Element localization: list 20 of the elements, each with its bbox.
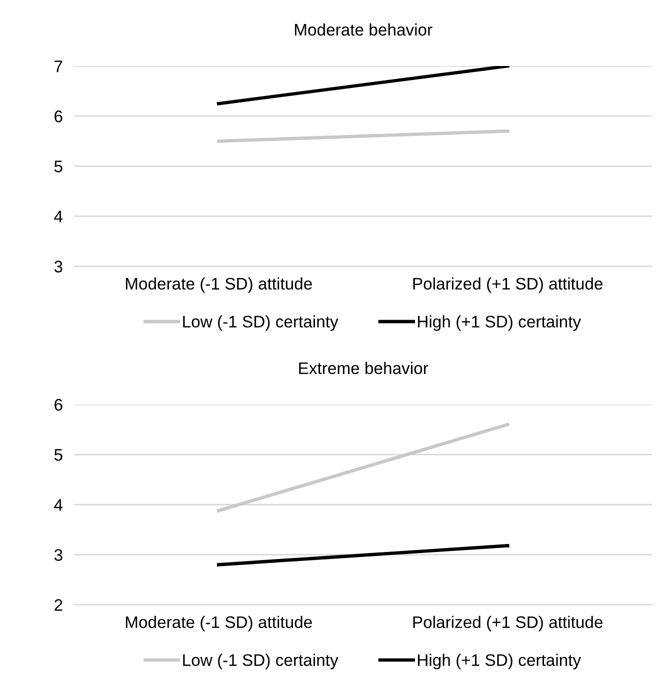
y-tick-label: 7 (54, 60, 62, 72)
y-tick-label: 6 (54, 110, 62, 122)
x-tick-label: Polarized (+1 SD) attitude (413, 616, 602, 632)
y-tick-label: 2 (54, 599, 62, 611)
y-tick-label: 5 (54, 160, 62, 172)
x-tick-label: Polarized (+1 SD) attitude (413, 277, 602, 293)
x-tick-label: Moderate (-1 SD) attitude (126, 277, 312, 293)
legend-label: High (+1 SD) certainty (418, 315, 582, 331)
legend-label: Low (-1 SD) certainty (183, 654, 338, 670)
y-tick-label: 3 (54, 549, 62, 561)
chart-title: Extreme behavior (299, 362, 428, 374)
y-tick-label: 6 (54, 398, 62, 411)
y-tick-label: 4 (54, 499, 63, 511)
legend-label: High (+1 SD) certainty (418, 654, 582, 670)
legend-label: Low (-1 SD) certainty (183, 315, 338, 331)
y-tick-label: 5 (54, 449, 62, 461)
y-tick-label: 4 (54, 210, 63, 222)
chart-title: Moderate behavior (294, 23, 432, 36)
y-tick-label: 3 (54, 260, 62, 272)
x-tick-label: Moderate (-1 SD) attitude (126, 616, 312, 632)
